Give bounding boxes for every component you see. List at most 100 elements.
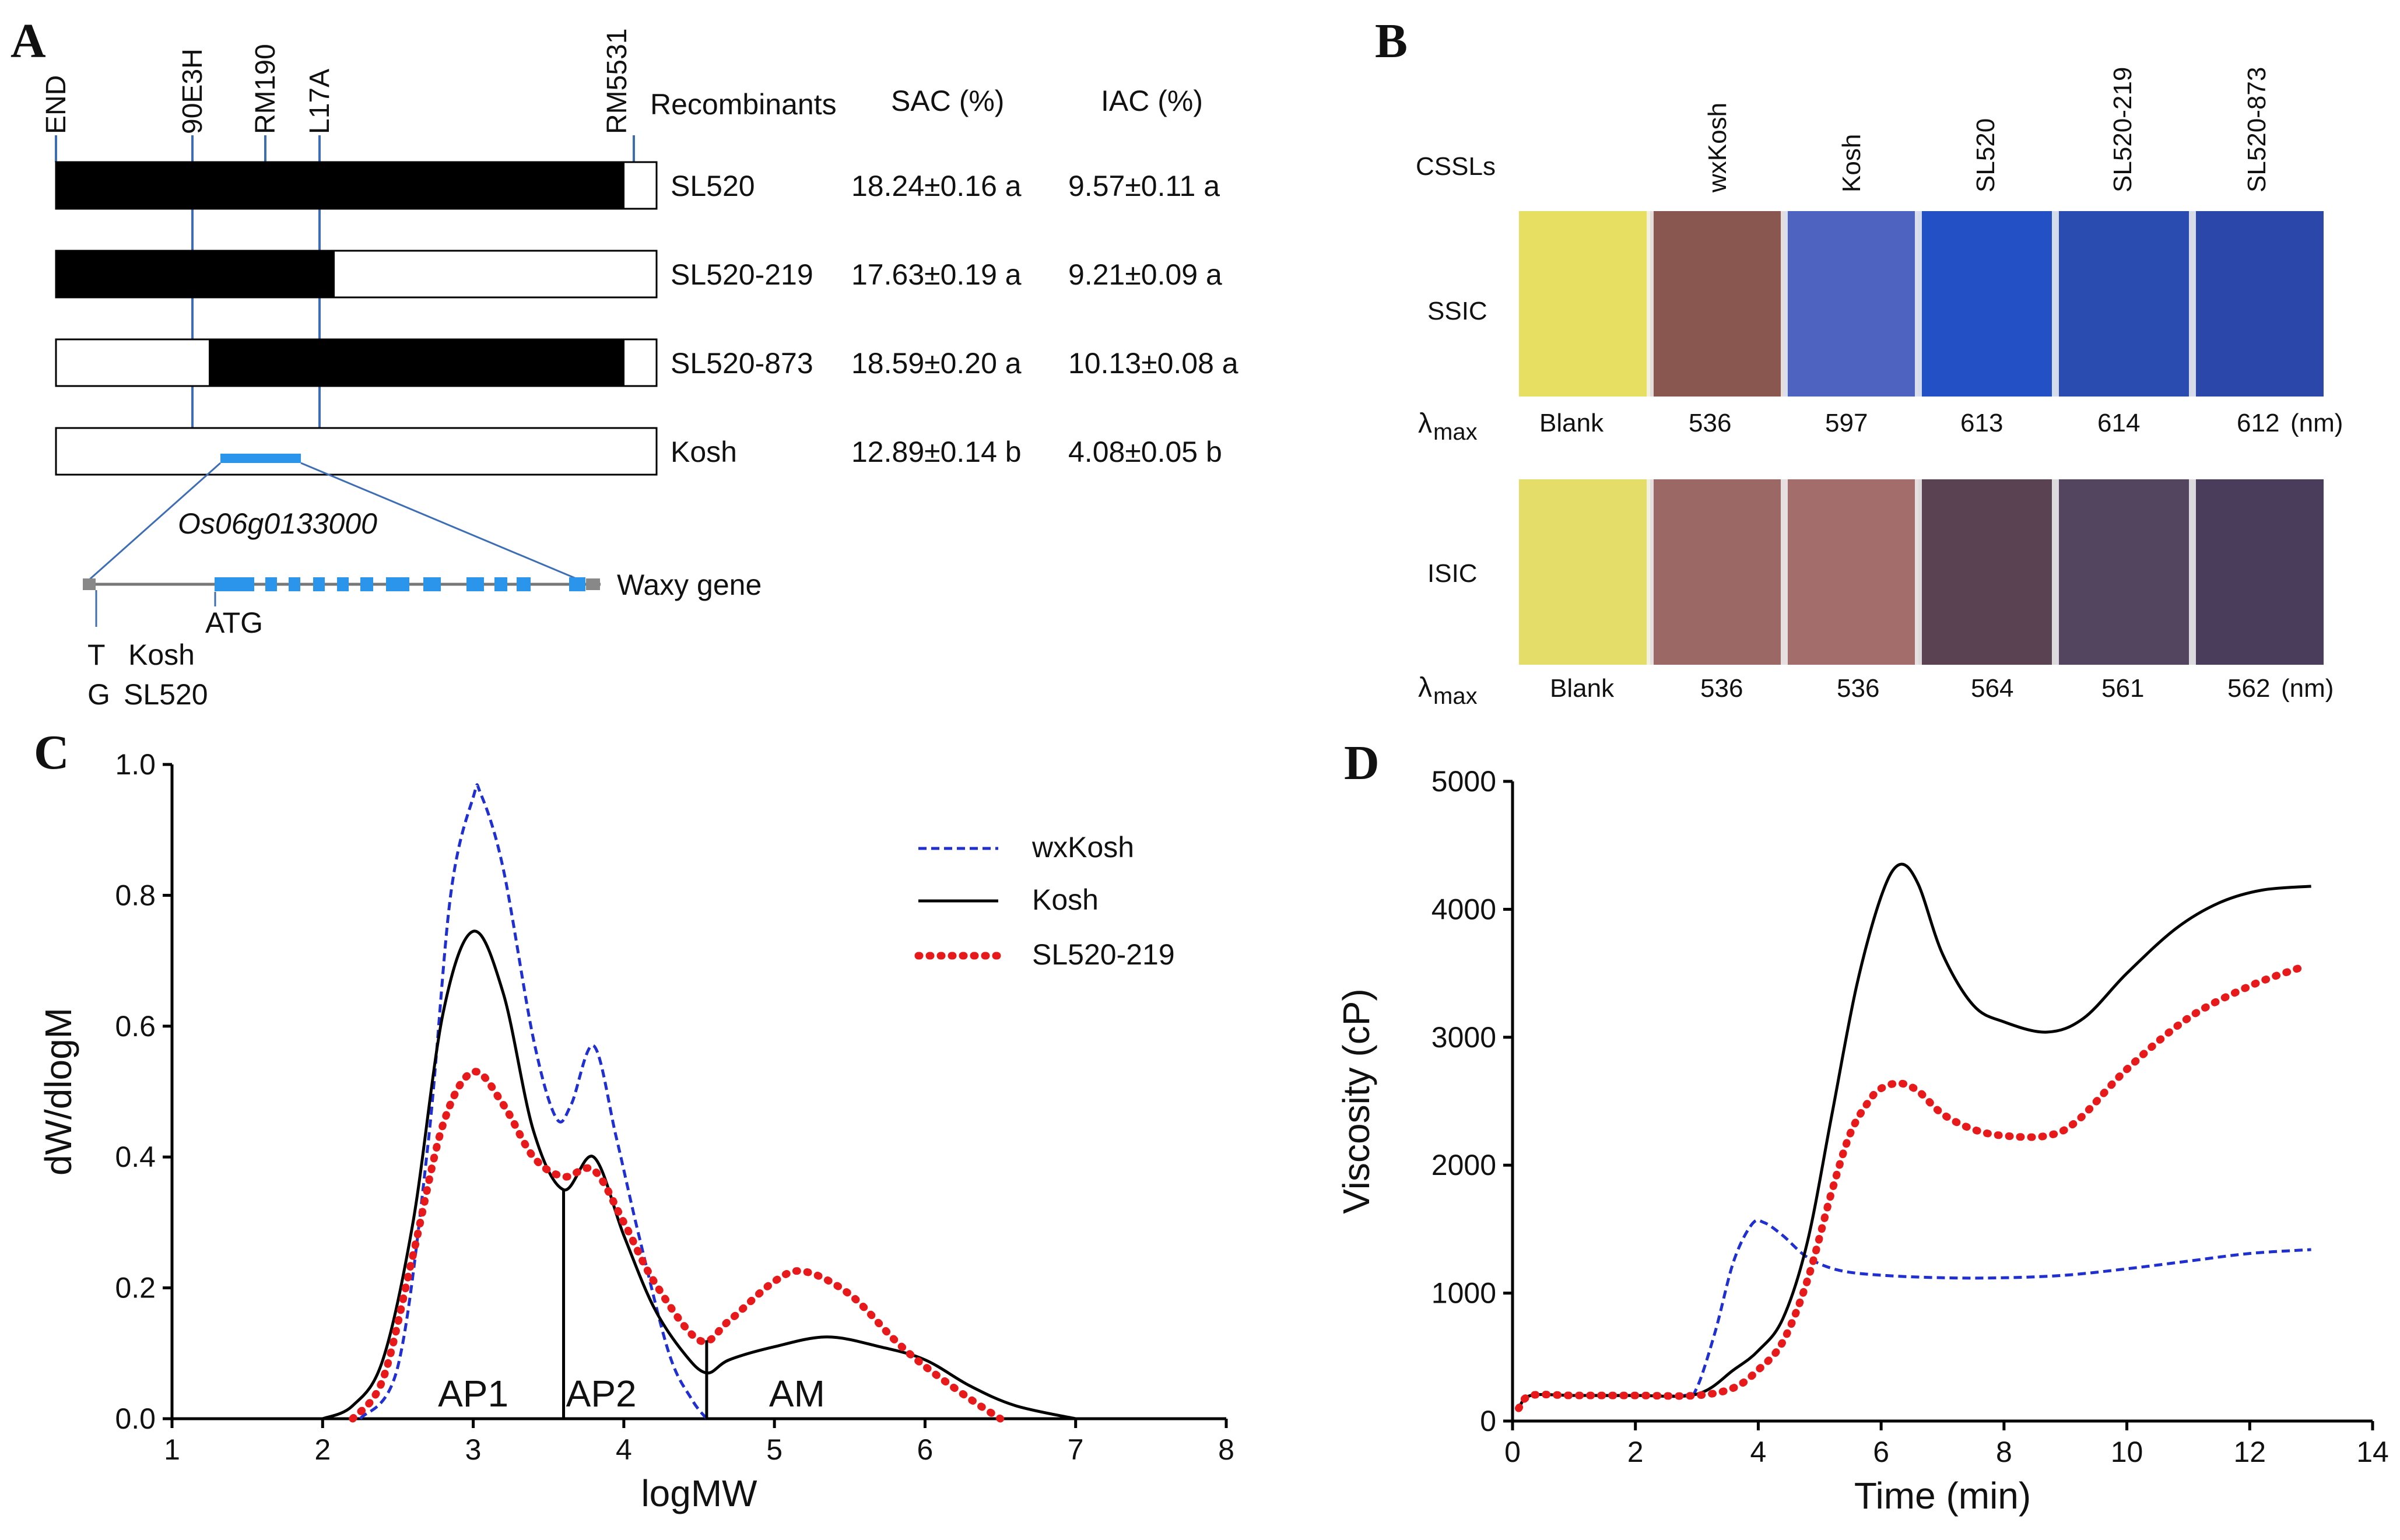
ssic-tube-4	[2055, 211, 2192, 397]
chart-c: 1 2 3 4 5 6 7 8 0.0 0.2 0.4 0.6 0.8 1.0 logMW dW/dlogM A…	[37, 748, 1234, 1514]
svg-text:λ: λ	[1418, 408, 1432, 439]
chart-d-x-tick-label: 10	[2111, 1436, 2143, 1468]
row-sac-sl520: 18.24±0.16 a	[851, 170, 1022, 202]
chart-c-x-tick-label: 8	[1218, 1433, 1234, 1466]
isic-tube-gap-2	[1781, 479, 1788, 665]
header-iac: IAC (%)	[1101, 85, 1203, 117]
panel-b: B CSSLs wxKosh Kosh SL520 SL520-219 SL52…	[1375, 14, 2343, 709]
row-sac-sl520-873: 18.59±0.20 a	[851, 347, 1022, 380]
chart-c-series-kosh	[322, 929, 1076, 1420]
bar-sl520-873	[55, 338, 658, 387]
row-sac-sl520-219: 17.63±0.19 a	[851, 258, 1022, 291]
col-sl520-219: SL520-219	[2108, 67, 2137, 192]
row-name-kosh: Kosh	[671, 436, 737, 468]
isic-tube-gap-4	[2052, 479, 2059, 665]
bar-sl520	[55, 161, 658, 210]
chart-d-series-kosh	[1517, 862, 2311, 1409]
chart-c-x-tick-label: 3	[465, 1433, 482, 1466]
chart-c-fraction-ap2: AP2	[566, 1373, 637, 1415]
ssic-lambda-sl520-219: 614	[2097, 409, 2140, 437]
chart-d-y-tick-label: 5000	[1431, 765, 1496, 798]
row-iac-sl520-873: 10.13±0.08 a	[1068, 347, 1238, 380]
chart-d: 0 2 4 6 8 10 12 14 0 1000 2000 3000 4000 5000 Time (mi…	[1335, 765, 2389, 1517]
gene-id: Os06g0133000	[178, 507, 377, 540]
chart-c-y-axis-label: dW/dlogM	[37, 1008, 79, 1176]
chart-c-x-tick-label: 5	[766, 1433, 783, 1466]
isic-tube-gap-3	[1915, 479, 1922, 665]
chart-c-x-axis-label: logMW	[641, 1472, 757, 1514]
row-iac-sl520: 9.57±0.11 a	[1068, 170, 1220, 202]
ssic-tube-5	[2192, 211, 2324, 397]
chart-c-legend-label-kosh: Kosh	[1032, 883, 1099, 916]
isic-lambda-sl520: 564	[1971, 674, 2013, 703]
chart-d-y-tick-label: 4000	[1431, 893, 1496, 925]
ssic-unit: (nm)	[2290, 409, 2343, 437]
col-sl520-873: SL520-873	[2243, 67, 2271, 192]
isic-unit: (nm)	[2281, 674, 2334, 703]
ssic-tube-1	[1650, 211, 1784, 397]
chart-d-x-tick-label: 8	[1996, 1436, 2012, 1468]
chart-d-x-tick-label: 12	[2233, 1436, 2266, 1468]
isic-lambda-label: λ max	[1418, 672, 1478, 709]
header-recombinants: Recombinants	[650, 88, 837, 121]
panel-c-label: C	[34, 725, 69, 780]
panel-b-label: B	[1375, 14, 1408, 68]
isic-tube-1	[1650, 479, 1784, 665]
isic-tube-2	[1784, 479, 1918, 665]
chart-c-fraction-ap1: AP1	[438, 1373, 508, 1415]
ssic-tube-gap-2	[1781, 211, 1788, 397]
chart-d-y-tick-label: 0	[1480, 1405, 1496, 1437]
isic-tube-4	[2055, 479, 2192, 665]
chart-d-y-tick-label: 1000	[1431, 1277, 1496, 1310]
col-sl520: SL520	[1971, 118, 2000, 192]
chart-c-y-tick-label: 0.4	[115, 1141, 156, 1173]
ssic-lambda-kosh: 597	[1825, 409, 1868, 437]
panel-c: C 1 2 3 4 5 6 7 8 0.0 0.2 0.4 0.6 0.8 1.0 logMW dW/dlog…	[34, 725, 1234, 1514]
row-name-sl520-219: SL520-219	[671, 258, 813, 291]
waxy-gene-structure	[83, 577, 601, 591]
cssls-label: CSSLs	[1416, 152, 1496, 181]
snp-t: T	[87, 639, 106, 671]
marker-end: END	[41, 75, 72, 134]
chart-c-legend-label-sl520-219: SL520-219	[1032, 938, 1175, 971]
col-wxkosh: wxKosh	[1703, 103, 1732, 193]
marker-rm190: RM190	[250, 44, 281, 134]
ssic-tube-gap-5	[2189, 211, 2196, 397]
row-iac-kosh: 4.08±0.05 b	[1068, 436, 1222, 468]
ssic-tube-3	[1918, 211, 2055, 397]
chart-d-x-tick-label: 14	[2356, 1436, 2389, 1468]
isic-tube-gap-1	[1647, 479, 1654, 665]
chart-c-x-tick-label: 6	[917, 1433, 934, 1466]
chart-d-x-tick-label: 6	[1873, 1436, 1889, 1468]
chart-c-x-tick-label: 7	[1068, 1433, 1084, 1466]
isic-lambda-wxkosh: 536	[1700, 674, 1743, 703]
ssic-tube-gap-4	[2052, 211, 2059, 397]
chart-c-y-tick-label: 0.2	[115, 1272, 156, 1304]
svg-text:max: max	[1433, 419, 1478, 445]
ssic-lambda-sl520-873: 612	[2237, 409, 2279, 437]
chart-c-x-tick-label: 4	[616, 1433, 632, 1466]
panel-a: A END 90E3H RM190 L17A RM5531 Recombinan…	[10, 14, 1238, 711]
chart-d-x-tick-label: 4	[1750, 1436, 1767, 1468]
ssic-tube-strip	[1519, 211, 2324, 397]
chart-c-y-tick-label: 0.6	[115, 1010, 156, 1043]
chart-d-y-axis-label: Viscosity (cP)	[1335, 988, 1377, 1213]
ssic-lambda-label: λ max	[1418, 408, 1478, 445]
chart-c-legend-label-wxkosh: wxKosh	[1031, 831, 1134, 864]
isic-lambda-sl520-219: 561	[2101, 674, 2144, 703]
panel-d-label: D	[1344, 736, 1380, 790]
bar-sl520-219	[55, 250, 658, 299]
gene-label: Waxy gene	[617, 569, 762, 601]
ssic-tube-2	[1784, 211, 1918, 397]
chart-d-x-tick-label: 0	[1504, 1436, 1521, 1468]
ssic-lambda-sl520: 613	[1960, 409, 2003, 437]
col-kosh: Kosh	[1837, 134, 1866, 192]
row-name-sl520-873: SL520-873	[671, 347, 813, 380]
isic-tube-gap-5	[2189, 479, 2196, 665]
panel-d: D 0 2 4 6 8 10 12 14 0 1000 2000 3000 4000 5000 Time (…	[1335, 736, 2389, 1517]
marker-90e3h: 90E3H	[177, 48, 208, 134]
chart-c-x-tick-label: 2	[314, 1433, 331, 1466]
svg-text:max: max	[1433, 683, 1478, 709]
ssic-tube-0	[1519, 211, 1650, 397]
row-iac-sl520-219: 9.21±0.09 a	[1068, 258, 1222, 291]
